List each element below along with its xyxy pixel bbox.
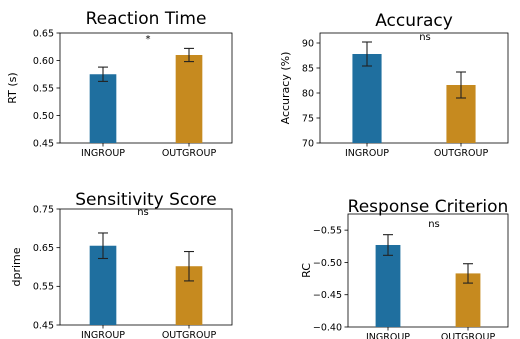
error-bar	[98, 66, 108, 82]
axes-frame	[347, 213, 509, 328]
chart-panel-4: Response Criterion RC −0.55 −0.50 −0.45 −0.40…	[300, 197, 509, 339]
y-axis-label: Accuracy (%)	[279, 52, 292, 125]
error-bar	[98, 232, 108, 260]
y-tick-label: 0.45	[33, 320, 54, 331]
error-bar	[456, 71, 466, 99]
y-tick-label: 0.60	[33, 56, 54, 67]
chart-title: Reaction Time	[86, 9, 207, 29]
chart-title: Sensitivity Score	[75, 190, 217, 210]
y-tick-label: 0.65	[33, 28, 54, 39]
chart-title: Accuracy	[375, 11, 453, 31]
x-tick-label: OUTGROUP	[434, 148, 489, 159]
axes-frame	[319, 32, 509, 144]
significance-label: ns	[137, 207, 149, 218]
x-tick-label: INGROUP	[81, 330, 125, 339]
significance-label: ns	[428, 219, 440, 230]
x-tick-label: INGROUP	[366, 332, 410, 339]
y-tick-label: −0.55	[313, 226, 342, 237]
x-tick-label: OUTGROUP	[441, 332, 496, 339]
axes-frame	[59, 32, 233, 144]
y-axis-label: RC	[300, 263, 313, 278]
y-tick-label: −0.50	[313, 258, 342, 269]
y-tick-label: 85	[302, 63, 314, 74]
chart-title: Response Criterion	[348, 197, 509, 217]
y-tick-label: 0.75	[33, 204, 54, 215]
error-bar	[362, 41, 372, 67]
y-tick-label: 0.65	[33, 243, 54, 254]
significance-label: ns	[419, 32, 431, 43]
bar-ingroup	[375, 244, 401, 327]
error-bar	[383, 234, 393, 256]
x-tick-label: INGROUP	[345, 148, 389, 159]
y-tick-label: −0.40	[313, 322, 342, 333]
y-axis-label: dprime	[10, 247, 23, 286]
bar-ingroup	[89, 74, 117, 143]
chart-panel-3: Sensitivity Score dprime 0.45 0.55 0.65 0.75 I…	[10, 190, 233, 339]
y-tick-label: 0.55	[33, 282, 54, 293]
error-bar	[463, 263, 473, 284]
y-tick-label: 80	[302, 88, 314, 99]
chart-panel-1: Reaction Time RT (s) 0.45 0.50 0.55 0.60 0.65 I…	[6, 9, 233, 159]
bar-ingroup	[352, 54, 382, 143]
y-tick-label: 90	[302, 38, 314, 49]
chart-panel-2: Accuracy Accuracy (%) 70 75 80 85 90 INGROUP OUT…	[279, 11, 509, 159]
x-tick-label: INGROUP	[81, 148, 125, 159]
y-tick-label: 75	[302, 113, 314, 124]
x-tick-label: OUTGROUP	[162, 330, 217, 339]
y-tick-label: 70	[302, 138, 314, 149]
x-tick-label: OUTGROUP	[162, 148, 217, 159]
bar-outgroup	[175, 55, 203, 143]
y-tick-label: −0.45	[313, 290, 342, 301]
significance-label: *	[146, 34, 151, 45]
y-tick-label: 0.55	[33, 83, 54, 94]
error-bar	[184, 250, 194, 282]
y-tick-label: 0.50	[33, 111, 54, 122]
axes-frame	[59, 208, 233, 326]
y-tick-label: 0.45	[33, 138, 54, 149]
error-bar	[184, 47, 194, 63]
y-axis-label: RT (s)	[6, 72, 19, 103]
